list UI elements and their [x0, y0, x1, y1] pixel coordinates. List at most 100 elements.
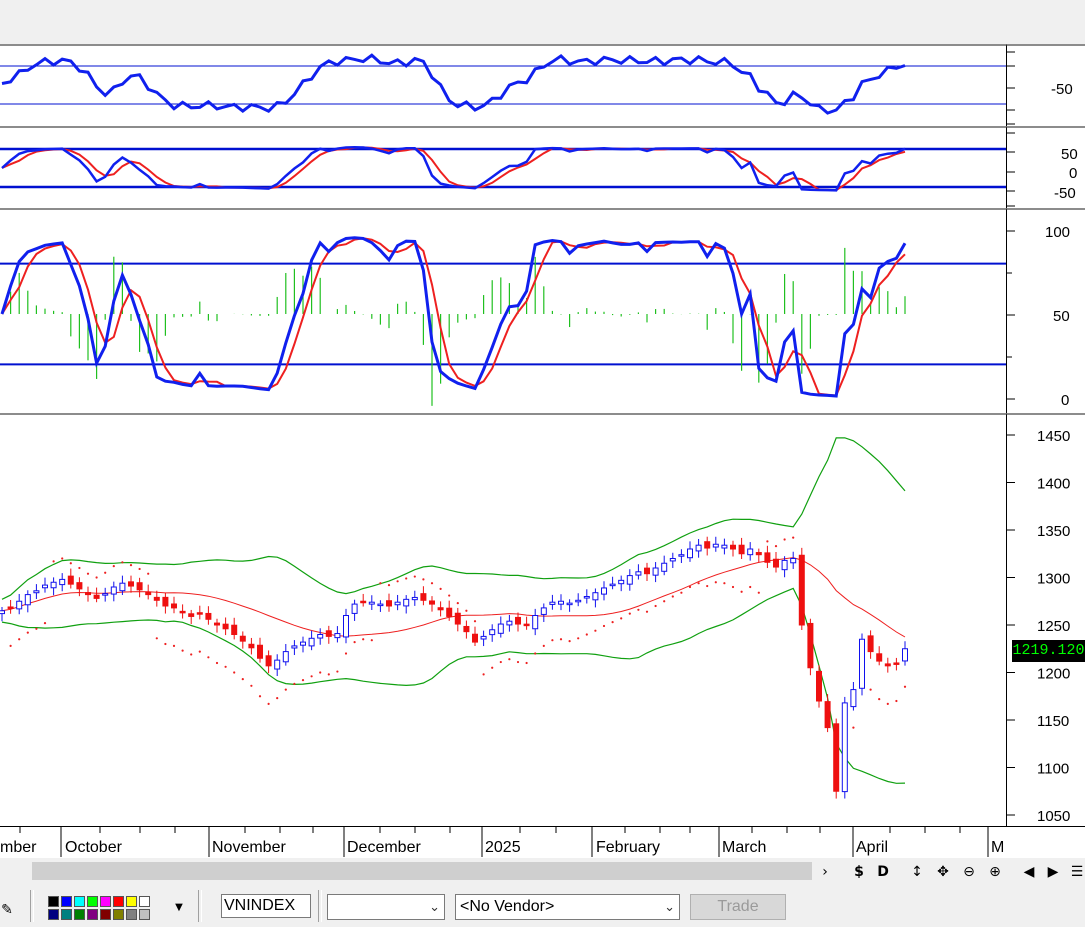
zoom-in-icon[interactable]: ⊕ — [989, 864, 1001, 880]
candle-body — [506, 620, 513, 626]
price-panel[interactable] — [0, 413, 1006, 831]
chevron-down-icon: ⌄ — [664, 899, 675, 914]
sar-dot — [577, 637, 580, 640]
candle-body — [179, 610, 186, 614]
candle-body — [386, 600, 392, 607]
palette-swatch[interactable] — [100, 896, 111, 907]
vertical-arrows-icon[interactable]: ↕ — [911, 864, 923, 880]
palette-swatch[interactable] — [61, 909, 72, 920]
stochastic-axis: 100 50 0 — [1006, 208, 1085, 415]
sar-dot — [190, 653, 193, 656]
candle-body — [394, 601, 401, 606]
move-icon[interactable]: ✥ — [937, 864, 949, 880]
candle-body — [102, 593, 109, 596]
dollar-icon[interactable]: $ — [854, 864, 864, 880]
sar-dot — [516, 660, 520, 664]
stochastic-signal-line — [1, 237, 906, 397]
sar-dot — [129, 564, 133, 567]
palette-swatch[interactable] — [87, 896, 98, 907]
osc2-tick-neg50: -50 — [1054, 185, 1076, 202]
candle-body — [583, 596, 590, 599]
sar-dot — [155, 637, 158, 640]
candle-body — [59, 578, 66, 586]
palette-swatch[interactable] — [126, 909, 137, 920]
sar-dot — [112, 565, 115, 568]
candle-body — [42, 584, 48, 589]
candle-body — [687, 548, 693, 559]
palette-swatch[interactable] — [48, 896, 59, 907]
candle-body — [850, 689, 857, 708]
candle-body — [652, 567, 659, 576]
sar-dot — [534, 652, 537, 655]
palette-swatch[interactable] — [48, 909, 59, 920]
pencil-icon[interactable]: ✎ — [1, 902, 13, 918]
candle-body — [214, 622, 220, 626]
candle-body — [738, 544, 745, 555]
candle-body — [644, 567, 650, 575]
candle-body — [274, 659, 281, 670]
palette-swatch[interactable] — [74, 909, 85, 920]
candle-body — [16, 600, 23, 610]
sar-dot — [680, 591, 683, 594]
symbol-input[interactable]: VNINDEX — [221, 894, 311, 918]
candle-body — [721, 544, 728, 549]
list-icon[interactable]: ☰ — [1070, 864, 1084, 880]
candle-body — [85, 592, 91, 596]
trade-button[interactable]: Trade — [690, 894, 786, 920]
candle-body — [893, 662, 900, 665]
time-axis: mber October November December 2025 Febr… — [0, 826, 1085, 859]
candle-body — [429, 600, 435, 605]
x-label-may: M — [991, 839, 1004, 856]
sar-dot — [430, 582, 434, 585]
price-tick-label: 1300 — [1037, 571, 1070, 588]
palette-swatch[interactable] — [113, 896, 124, 907]
sar-dot — [301, 679, 305, 682]
arrow-left-icon[interactable]: ◀ — [1023, 864, 1035, 880]
x-label-december: December — [347, 839, 421, 856]
palette-dropdown-icon[interactable]: ▼ — [175, 902, 183, 913]
sar-dot — [198, 650, 201, 653]
stochastic-panel[interactable] — [0, 208, 1006, 415]
color-palette[interactable] — [46, 894, 172, 922]
palette-swatch[interactable] — [126, 896, 137, 907]
candle-body — [257, 644, 263, 659]
vendor-value: <No Vendor> — [460, 898, 555, 915]
sar-dot — [181, 649, 184, 652]
interval-combo[interactable]: ⌄ — [327, 894, 445, 920]
sar-dot — [258, 695, 262, 698]
vendor-combo[interactable]: <No Vendor> ⌄ — [455, 894, 680, 920]
sar-dot — [697, 582, 700, 585]
candle-body — [523, 623, 530, 627]
bollinger-lower — [1, 587, 906, 784]
palette-swatch[interactable] — [139, 896, 150, 907]
candle-body — [480, 635, 487, 640]
sar-dot — [473, 620, 477, 623]
stoch-tick-100: 100 — [1045, 224, 1070, 241]
candle-body — [833, 723, 840, 792]
sar-dot — [602, 624, 606, 628]
palette-swatch[interactable] — [61, 896, 72, 907]
sar-dot — [792, 536, 795, 539]
candle-body — [368, 601, 375, 605]
sar-dot — [637, 608, 640, 611]
zoom-out-icon[interactable]: ⊖ — [963, 864, 975, 880]
arrow-right-icon[interactable]: ▶ — [1047, 864, 1059, 880]
candle-body — [265, 655, 272, 667]
palette-swatch[interactable] — [74, 896, 85, 907]
horizontal-scrollbar[interactable] — [32, 862, 812, 880]
palette-swatch[interactable] — [113, 909, 124, 920]
candle-body — [816, 670, 822, 702]
chevron-right-icon[interactable]: › — [822, 864, 828, 880]
palette-swatch[interactable] — [139, 909, 150, 920]
candle-body — [239, 635, 246, 642]
sar-dot — [645, 610, 649, 613]
d-icon[interactable]: D — [877, 864, 889, 880]
candle-body — [515, 616, 521, 625]
candle-body — [618, 579, 625, 585]
palette-swatch[interactable] — [100, 909, 111, 920]
oscillator-panel-1[interactable] — [0, 44, 1006, 128]
sar-dot — [413, 575, 416, 578]
candle-body — [196, 612, 203, 615]
oscillator-panel-2[interactable] — [0, 126, 1006, 210]
palette-swatch[interactable] — [87, 909, 98, 920]
